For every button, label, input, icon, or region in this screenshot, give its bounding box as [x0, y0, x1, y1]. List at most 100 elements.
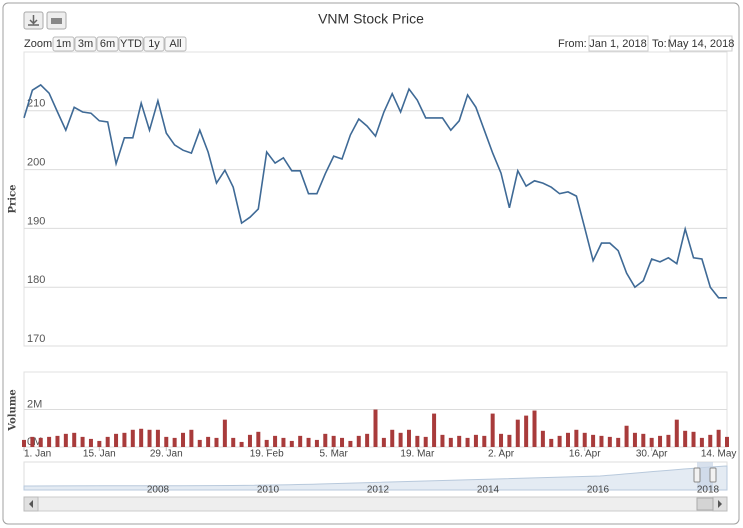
navigator-year: 2016	[587, 485, 610, 496]
zoom-button-label: YTD	[120, 38, 142, 50]
x-tick-label: 29. Jan	[150, 449, 183, 460]
volume-bar	[599, 435, 604, 447]
navigator-year: 2008	[147, 485, 170, 496]
y-tick-label: 170	[27, 333, 45, 345]
volume-bar	[38, 437, 43, 447]
volume-bar	[88, 438, 93, 447]
volume-bar	[314, 439, 319, 447]
zoom-button-label: 1m	[56, 38, 71, 50]
volume-bar	[306, 437, 311, 447]
volume-bar	[473, 434, 478, 447]
volume-bar	[365, 433, 370, 447]
from-input[interactable]	[588, 35, 649, 52]
y-tick-label: 190	[27, 215, 45, 227]
x-tick-label: 14. May	[701, 449, 737, 460]
volume-bar	[632, 432, 637, 447]
x-tick-label: 16. Apr	[569, 449, 601, 460]
volume-bar	[565, 432, 570, 447]
volume-bar	[172, 437, 177, 447]
volume-bar	[298, 435, 303, 447]
volume-bar	[55, 435, 60, 447]
volume-bar	[557, 435, 562, 447]
volume-bar	[222, 419, 227, 447]
zoom-button[interactable]	[118, 36, 144, 52]
volume-bar	[281, 437, 286, 447]
volume-bar	[607, 436, 612, 447]
to-input[interactable]	[669, 35, 733, 52]
volume-bar	[80, 436, 85, 447]
zoom-button[interactable]	[74, 36, 97, 52]
volume-bar	[499, 433, 504, 447]
volume-bar	[725, 436, 729, 447]
volume-bar	[214, 437, 219, 447]
volume-bar	[591, 434, 596, 447]
volume-bar	[348, 440, 353, 447]
volume-bar	[97, 440, 102, 447]
export-buttons[interactable]	[23, 11, 67, 30]
volume-bar	[356, 435, 361, 447]
volume-bar	[63, 433, 68, 447]
zoom-button[interactable]	[96, 36, 119, 52]
volume-bar	[457, 435, 462, 447]
volume-bar	[616, 437, 621, 447]
volume-bar	[273, 435, 278, 447]
zoom-button-label: All	[169, 38, 181, 50]
volume-bar	[155, 429, 160, 447]
volume-bar	[47, 436, 52, 447]
x-tick-label: 5. Mar	[319, 449, 348, 460]
navigator-handle[interactable]	[709, 467, 717, 483]
volume-bar	[147, 429, 152, 447]
zoom-label: Zoom	[24, 38, 52, 50]
volume-bar	[264, 439, 269, 447]
y2-axis-title: Volume	[8, 389, 19, 432]
x-tick-label: 30. Apr	[636, 449, 668, 460]
volume-bar	[423, 436, 428, 447]
download-icon	[28, 15, 39, 26]
volume-bar	[181, 432, 186, 447]
zoom-button[interactable]	[143, 36, 165, 52]
from-label: From:	[558, 38, 587, 50]
volume-bar	[624, 425, 629, 447]
volume-bar	[666, 434, 671, 447]
navigator-year: 2018	[697, 485, 720, 496]
volume-bar	[289, 440, 294, 447]
volume-bar	[189, 429, 194, 447]
volume-bar	[532, 410, 537, 447]
volume-bar	[683, 430, 688, 447]
volume-bar	[231, 437, 236, 447]
zoom-button[interactable]	[52, 36, 75, 52]
navigator-year: 2014	[477, 485, 500, 496]
y-tick-label: 180	[27, 274, 45, 286]
volume-bar	[130, 429, 135, 447]
zoom-button[interactable]	[164, 36, 187, 52]
volume-bar	[114, 433, 119, 447]
navigator-selection[interactable]	[697, 462, 713, 490]
zoom-button-label: 1y	[148, 38, 160, 50]
x-tick-label: 19. Mar	[400, 449, 435, 460]
print-icon	[51, 18, 62, 24]
volume-bar	[398, 432, 403, 447]
volume-bar	[649, 437, 654, 447]
volume-bar	[206, 436, 211, 447]
volume-bar	[691, 431, 696, 447]
navigator-series	[23, 465, 728, 491]
volume-bar	[465, 437, 470, 447]
volume-bar	[524, 415, 529, 447]
volume-bar	[390, 429, 395, 447]
volume-bar	[490, 413, 495, 447]
volume-bar	[381, 437, 386, 447]
volume-bar	[699, 437, 704, 447]
volume-bar	[72, 432, 77, 447]
chart-title: VNM Stock Price	[318, 11, 424, 27]
x-tick-label: 1. Jan	[24, 449, 51, 460]
y-tick-label: 210	[27, 98, 45, 110]
from-value: Jan 1, 2018	[589, 38, 647, 50]
volume-bar	[674, 419, 679, 447]
scroll-thumb[interactable]	[696, 497, 714, 511]
volume-bar	[415, 435, 420, 447]
to-value: May 14, 2018	[668, 38, 735, 50]
scrollbar[interactable]	[23, 496, 728, 512]
scroll-right-arrow	[718, 500, 722, 508]
navigator-handle[interactable]	[693, 467, 701, 483]
